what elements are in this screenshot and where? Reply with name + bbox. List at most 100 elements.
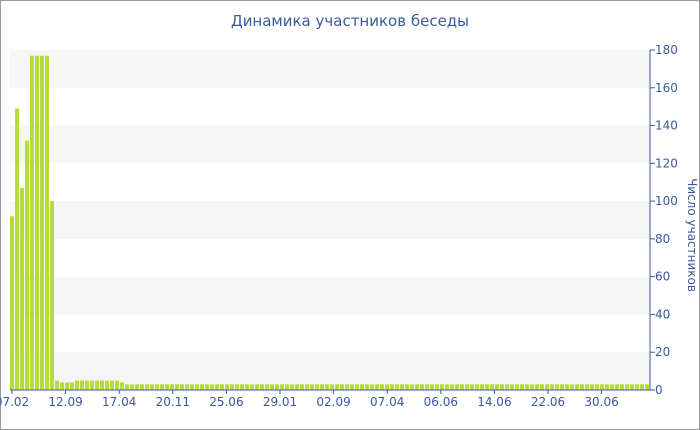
bar — [385, 384, 389, 390]
bar — [100, 380, 104, 390]
x-tick-label: 06.06 — [424, 395, 458, 409]
y-tick-label: 0 — [655, 383, 663, 397]
bar — [435, 384, 439, 390]
bar — [620, 384, 624, 390]
bar — [350, 384, 354, 390]
bar — [300, 384, 304, 390]
bar — [125, 384, 129, 390]
bar — [530, 384, 534, 390]
bar — [280, 384, 284, 390]
bar — [105, 380, 109, 390]
bar — [190, 384, 194, 390]
x-tick-label: 30.06 — [584, 395, 618, 409]
x-tick-label: 22.06 — [531, 395, 565, 409]
bar — [290, 384, 294, 390]
y-tick-label: 140 — [655, 119, 678, 133]
bar — [110, 380, 114, 390]
bar — [555, 384, 559, 390]
bar — [490, 384, 494, 390]
bar — [210, 384, 214, 390]
bar — [335, 384, 339, 390]
bar — [545, 384, 549, 390]
bar — [610, 384, 614, 390]
bar — [420, 384, 424, 390]
y-axis-ticks: 0 20 40 60 80 100 120 140 160 180 — [650, 43, 678, 397]
x-axis-ticks: 07.02 12.09 17.04 20.11 25.06 29.01 02.09 07.04… — [0, 390, 619, 409]
y-tick-label: 20 — [655, 345, 670, 359]
bar — [155, 384, 159, 390]
bar — [505, 384, 509, 390]
bar — [400, 384, 404, 390]
bar — [565, 384, 569, 390]
bar — [15, 108, 19, 390]
bar — [575, 384, 579, 390]
bar — [325, 384, 329, 390]
bar — [570, 384, 574, 390]
bar — [485, 384, 489, 390]
y-tick-label: 180 — [655, 43, 678, 57]
y-tick-label: 40 — [655, 307, 670, 321]
bar — [365, 384, 369, 390]
bar — [135, 384, 139, 390]
bar — [40, 55, 44, 391]
bar — [345, 384, 349, 390]
y-tick-label: 160 — [655, 81, 678, 95]
bar — [375, 384, 379, 390]
bar — [515, 384, 519, 390]
bar — [285, 384, 289, 390]
chart-title: Динамика участников беседы — [230, 12, 470, 30]
bar — [25, 140, 29, 390]
bar — [65, 382, 69, 390]
bar — [150, 384, 154, 390]
bar — [195, 384, 199, 390]
bar — [495, 384, 499, 390]
bar — [70, 382, 74, 390]
bar — [320, 384, 324, 390]
bar — [635, 384, 639, 390]
bar — [145, 384, 149, 390]
bar — [230, 384, 234, 390]
bar — [185, 384, 189, 390]
bar — [225, 384, 229, 390]
bar — [10, 216, 14, 390]
bar — [460, 384, 464, 390]
bar — [240, 384, 244, 390]
bar — [330, 384, 334, 390]
bar — [95, 380, 99, 390]
x-tick-label: 07.02 — [0, 395, 29, 409]
bar — [115, 380, 119, 390]
grid-band — [10, 201, 650, 239]
bar — [520, 384, 524, 390]
bar — [205, 384, 209, 390]
bar — [445, 384, 449, 390]
bar — [455, 384, 459, 390]
bar — [305, 384, 309, 390]
bar — [165, 384, 169, 390]
bar — [625, 384, 629, 390]
bar — [595, 384, 599, 390]
bar — [200, 384, 204, 390]
bar — [560, 384, 564, 390]
bar — [35, 55, 39, 391]
x-tick-label: 25.06 — [209, 395, 243, 409]
bar — [470, 384, 474, 390]
bar — [255, 384, 259, 390]
y-axis-title: Число участников — [685, 178, 699, 292]
bar — [220, 384, 224, 390]
bar — [160, 384, 164, 390]
bar — [465, 384, 469, 390]
grid-band — [10, 50, 650, 88]
x-tick-label: 20.11 — [156, 395, 190, 409]
bar — [55, 380, 59, 390]
bar — [75, 380, 79, 390]
bar — [245, 384, 249, 390]
bar — [45, 55, 49, 391]
bar — [640, 384, 644, 390]
bar — [340, 384, 344, 390]
bar — [425, 384, 429, 390]
bar — [355, 384, 359, 390]
grid-bands — [10, 50, 650, 390]
bar — [415, 384, 419, 390]
bar — [260, 384, 264, 390]
x-tick-label: 29.01 — [263, 395, 297, 409]
